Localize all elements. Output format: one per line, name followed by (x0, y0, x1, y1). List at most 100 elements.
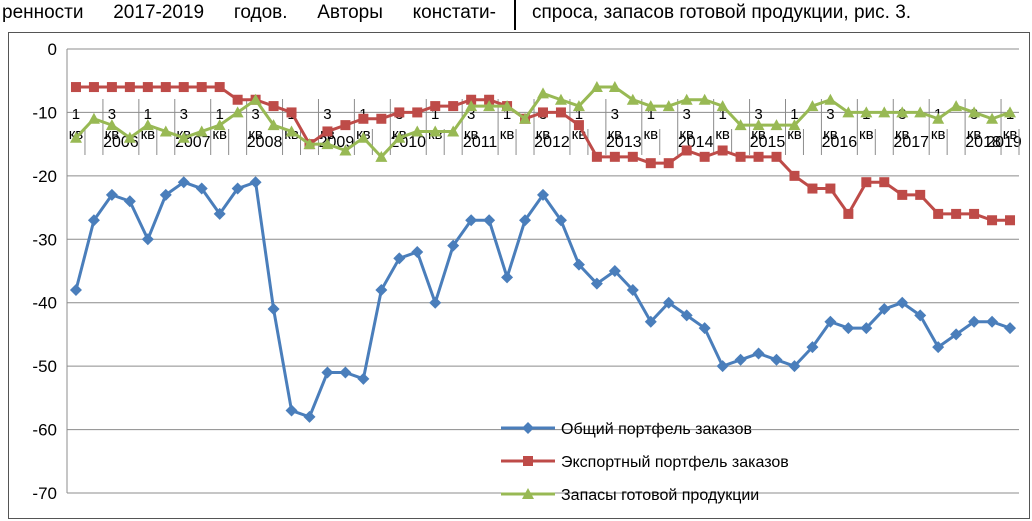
data-point (1005, 215, 1016, 226)
line-chart: 0 -10 -20 -30 -40 -50 -60 -70 1 кв 3 кв 1 кв 3 кв 1 кв 3 кв… (32, 40, 1022, 504)
data-point (195, 182, 208, 195)
x-quarter-label: 3 (180, 106, 188, 123)
data-point (591, 151, 602, 162)
legend-marker (522, 488, 534, 499)
x-quarter-label: кв (608, 126, 623, 143)
data-point (698, 93, 711, 105)
data-point (393, 252, 406, 265)
x-quarter-label: 3 (611, 106, 619, 123)
data-point (897, 189, 908, 200)
x-quarter-label: кв (967, 126, 982, 143)
x-quarter-label: кв (1003, 126, 1018, 143)
x-quarter-label: кв (931, 126, 946, 143)
data-point (842, 322, 855, 335)
data-point (969, 208, 980, 219)
data-point (285, 125, 298, 137)
data-point (123, 131, 136, 143)
data-point (609, 151, 620, 162)
data-point (861, 177, 872, 188)
data-point (572, 100, 585, 112)
data-point (358, 113, 369, 124)
data-point (465, 100, 478, 112)
data-point (375, 284, 388, 297)
data-point (231, 106, 244, 118)
data-point (411, 245, 424, 258)
data-point (807, 183, 818, 194)
x-quarter-label: кв (464, 126, 479, 143)
data-point (87, 214, 100, 227)
x-quarter-label: кв (141, 126, 156, 143)
x-quarter-label: 3 (323, 106, 331, 123)
x-quarter-label: 1 (503, 106, 511, 123)
data-point (321, 138, 334, 150)
x-quarter-label: 3 (108, 106, 116, 123)
y-tick-label: -10 (32, 103, 57, 122)
data-point (303, 138, 316, 150)
x-year-label: 2008 (247, 134, 283, 151)
y-tick-label: -50 (32, 357, 57, 376)
data-point (573, 120, 584, 131)
data-point (105, 119, 118, 131)
data-point (69, 284, 82, 297)
data-point (788, 119, 801, 131)
data-point (286, 107, 297, 118)
data-point (662, 100, 675, 112)
x-year-label: 2016 (822, 134, 858, 151)
data-point (465, 214, 478, 227)
x-quarter-label: 1 (718, 106, 726, 123)
data-point (699, 151, 710, 162)
x-quarter-label: 3 (754, 106, 762, 123)
y-tick-label: 0 (48, 40, 57, 59)
data-point (554, 93, 567, 105)
data-point (142, 82, 153, 93)
data-point (644, 100, 657, 112)
data-point (914, 309, 927, 322)
data-point (626, 284, 639, 297)
data-point (860, 106, 873, 118)
data-point (447, 125, 460, 137)
data-point (231, 182, 244, 195)
x-quarter-label: кв (859, 126, 874, 143)
data-point (141, 233, 154, 246)
data-point (950, 328, 963, 341)
data-point (554, 214, 567, 227)
x-quarter-label: 3 (251, 106, 259, 123)
data-point (448, 101, 459, 112)
x-quarter-label: кв (751, 126, 766, 143)
data-point (968, 106, 981, 118)
data-point (106, 82, 117, 93)
data-point (537, 87, 549, 99)
x-quarter-label: 1 (431, 106, 439, 123)
x-quarter-label: 3 (683, 106, 691, 123)
data-point (644, 315, 657, 328)
data-point (716, 100, 729, 112)
x-year-label: 2019 (986, 134, 1022, 151)
data-point (177, 176, 190, 189)
legend-label: Запасы готовой продукции (561, 487, 759, 504)
x-quarter-label: кв (105, 126, 120, 143)
legend-label: Экспортный портфель заказов (561, 454, 789, 471)
data-point (1004, 322, 1017, 335)
data-point (376, 113, 387, 124)
data-point (896, 106, 909, 118)
data-point (69, 131, 82, 143)
data-point (538, 107, 548, 118)
data-point (393, 131, 406, 143)
x-quarter-label: кв (823, 126, 838, 143)
data-point (590, 81, 603, 93)
data-point (267, 119, 280, 131)
data-point (590, 277, 603, 290)
data-point (483, 214, 496, 227)
data-point (932, 341, 945, 354)
data-point (232, 94, 243, 105)
data-point (915, 189, 926, 200)
header-right-text: спроса, запасов готовой продукции, рис. … (532, 2, 912, 23)
data-point (159, 125, 172, 137)
data-point (519, 214, 532, 227)
data-point (987, 215, 998, 226)
data-point (357, 372, 370, 385)
data-point (339, 144, 352, 156)
data-point (806, 100, 819, 112)
data-point (484, 94, 495, 105)
data-point (680, 93, 693, 105)
